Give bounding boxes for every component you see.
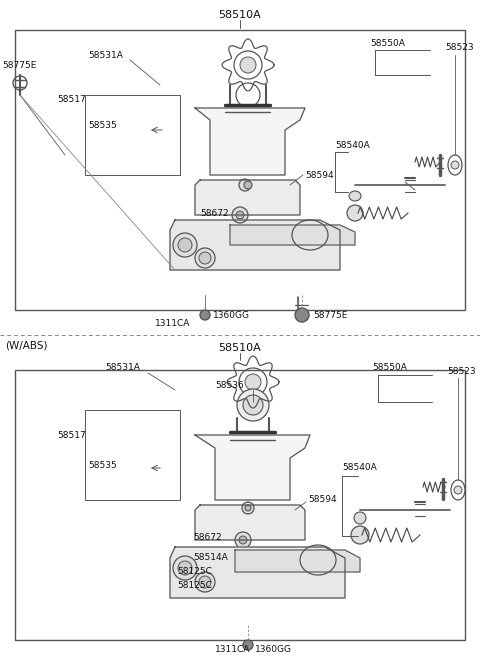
Text: 58531A: 58531A (88, 51, 123, 60)
Text: 58672: 58672 (200, 209, 228, 218)
Circle shape (295, 308, 309, 322)
Polygon shape (195, 505, 305, 540)
Circle shape (351, 526, 369, 544)
Circle shape (451, 161, 459, 169)
Circle shape (243, 395, 263, 415)
Circle shape (199, 576, 211, 588)
Text: 1360GG: 1360GG (255, 646, 292, 655)
Circle shape (240, 57, 256, 73)
Circle shape (244, 181, 252, 189)
Text: 58125C: 58125C (177, 581, 212, 590)
Text: 58510A: 58510A (218, 343, 262, 353)
Circle shape (236, 566, 248, 578)
Polygon shape (235, 550, 360, 572)
Polygon shape (195, 108, 305, 175)
Text: 58672: 58672 (193, 533, 222, 543)
Bar (15, 30, 465, 310)
Bar (15, 370, 465, 640)
Text: 58775E: 58775E (2, 60, 36, 70)
Text: 1360GG: 1360GG (213, 312, 250, 321)
Circle shape (173, 233, 197, 257)
Circle shape (199, 252, 211, 264)
Circle shape (237, 389, 269, 421)
Text: 58536: 58536 (215, 380, 244, 390)
Circle shape (200, 310, 210, 320)
Text: 58594: 58594 (305, 171, 334, 180)
Circle shape (242, 502, 254, 514)
Circle shape (173, 556, 197, 580)
Circle shape (454, 486, 462, 494)
Text: 58550A: 58550A (370, 39, 405, 47)
Text: 58535: 58535 (88, 461, 117, 470)
Circle shape (178, 561, 192, 575)
Polygon shape (195, 180, 300, 215)
Circle shape (235, 532, 251, 548)
Ellipse shape (349, 191, 361, 201)
Circle shape (243, 640, 253, 650)
Text: 58125C: 58125C (177, 567, 212, 577)
Text: 58523: 58523 (447, 367, 476, 377)
Polygon shape (195, 435, 310, 500)
Text: 58517: 58517 (57, 96, 86, 104)
Circle shape (195, 248, 215, 268)
Circle shape (239, 179, 251, 191)
Text: 58535: 58535 (88, 121, 117, 129)
Text: 58517: 58517 (57, 430, 86, 440)
Text: 1311CA: 1311CA (155, 319, 191, 329)
Text: 58531A: 58531A (105, 363, 140, 373)
Bar (85, 95, 180, 175)
Text: 58514A: 58514A (193, 554, 228, 562)
Text: 58775E: 58775E (313, 312, 348, 321)
Circle shape (245, 505, 251, 511)
Polygon shape (230, 225, 355, 245)
Text: 58594: 58594 (308, 495, 336, 504)
Text: 58510A: 58510A (218, 10, 262, 20)
Circle shape (239, 536, 247, 544)
Text: 58550A: 58550A (372, 363, 407, 373)
Circle shape (195, 572, 215, 592)
Circle shape (236, 211, 244, 219)
Text: 58540A: 58540A (335, 140, 370, 150)
Text: 1311CA: 1311CA (215, 646, 251, 655)
Ellipse shape (354, 512, 366, 524)
Text: (W/ABS): (W/ABS) (5, 340, 48, 350)
Circle shape (347, 205, 363, 221)
Text: 58540A: 58540A (342, 464, 377, 472)
Circle shape (245, 374, 261, 390)
Bar (85, 410, 180, 500)
Circle shape (178, 238, 192, 252)
Circle shape (232, 207, 248, 223)
Polygon shape (170, 547, 345, 598)
Polygon shape (170, 220, 340, 270)
Circle shape (236, 579, 248, 591)
Text: 58523: 58523 (445, 43, 474, 52)
